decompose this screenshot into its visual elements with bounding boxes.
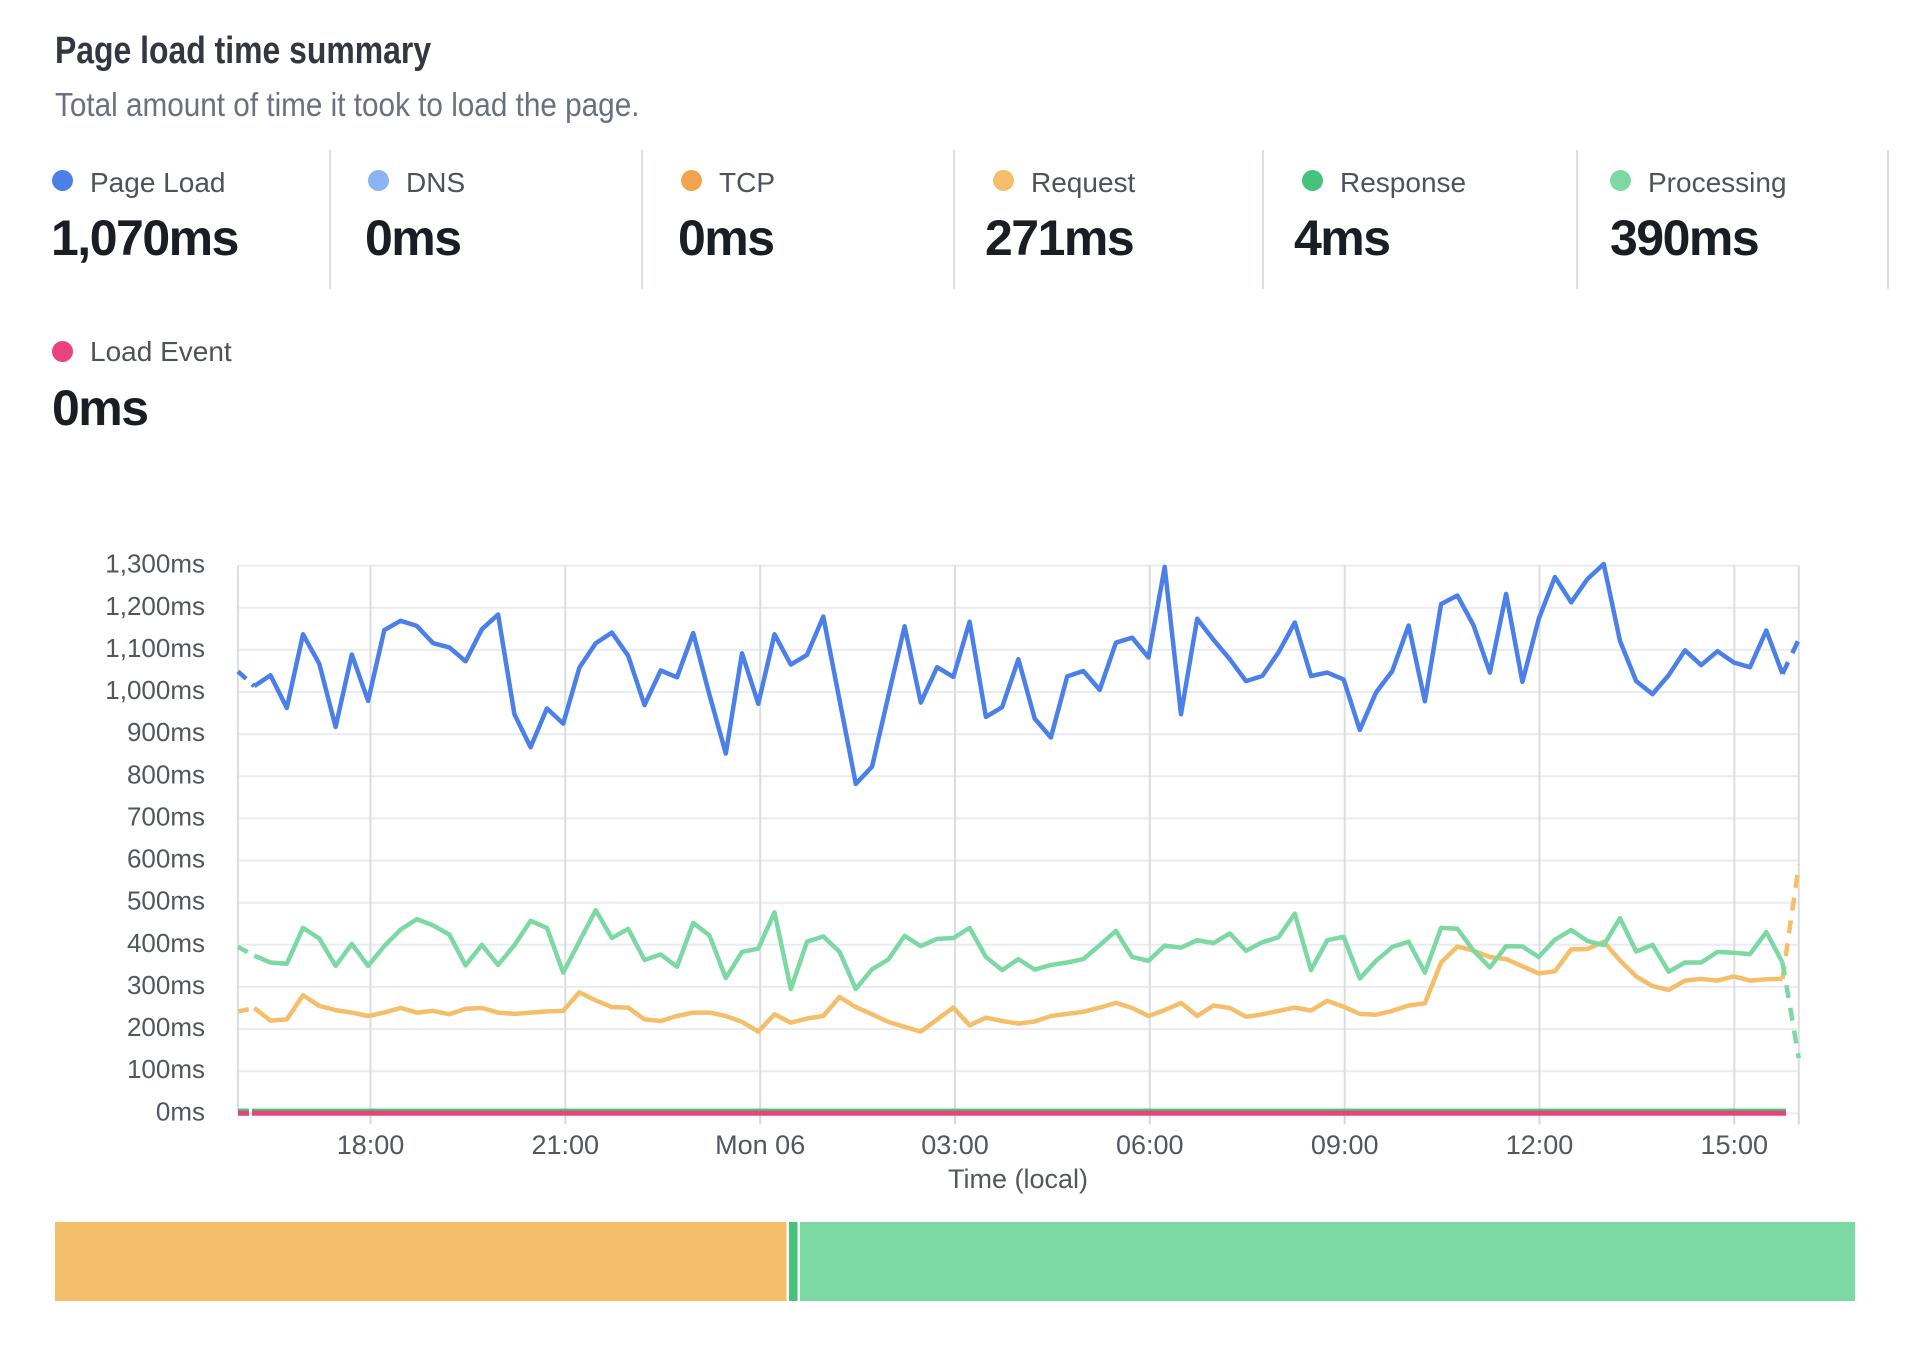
svg-text:09:00: 09:00	[1311, 1130, 1379, 1160]
svg-text:500ms: 500ms	[127, 886, 205, 916]
svg-text:Mon 06: Mon 06	[715, 1130, 805, 1160]
svg-text:1,200ms: 1,200ms	[105, 591, 205, 621]
svg-text:03:00: 03:00	[921, 1130, 989, 1160]
svg-text:1,100ms: 1,100ms	[105, 633, 205, 663]
svg-text:900ms: 900ms	[127, 717, 205, 747]
svg-text:200ms: 200ms	[127, 1012, 205, 1042]
svg-text:700ms: 700ms	[127, 801, 205, 831]
svg-text:600ms: 600ms	[127, 844, 205, 874]
svg-text:06:00: 06:00	[1116, 1130, 1184, 1160]
svg-text:1,000ms: 1,000ms	[105, 675, 205, 705]
svg-text:400ms: 400ms	[127, 928, 205, 958]
svg-text:21:00: 21:00	[532, 1130, 600, 1160]
svg-text:300ms: 300ms	[127, 970, 205, 1000]
svg-text:Time (local): Time (local)	[948, 1164, 1088, 1194]
svg-text:0ms: 0ms	[156, 1096, 205, 1126]
svg-text:15:00: 15:00	[1701, 1130, 1769, 1160]
svg-text:100ms: 100ms	[127, 1054, 205, 1084]
svg-text:18:00: 18:00	[337, 1130, 405, 1160]
svg-text:1,300ms: 1,300ms	[105, 549, 205, 579]
svg-text:12:00: 12:00	[1506, 1130, 1574, 1160]
svg-text:800ms: 800ms	[127, 759, 205, 789]
